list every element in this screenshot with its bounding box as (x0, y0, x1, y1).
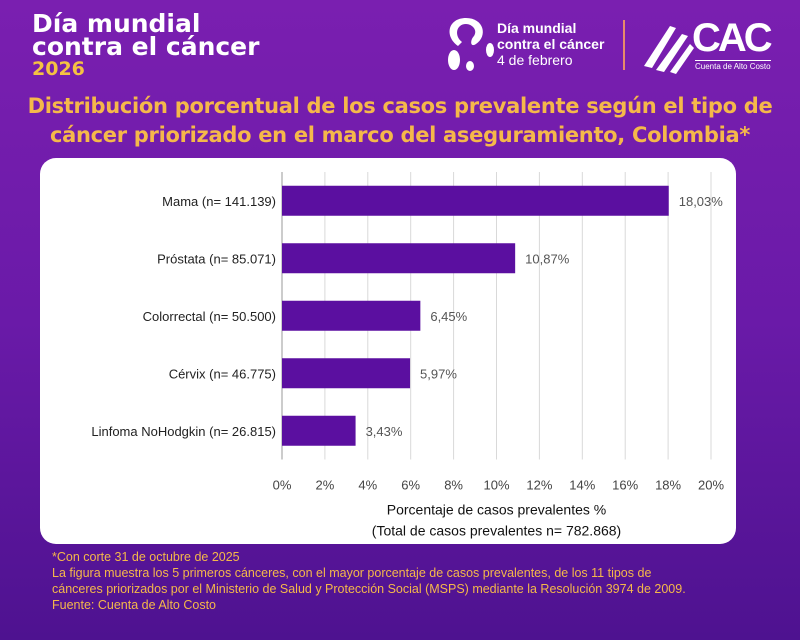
category-label: Próstata (n= 85.071) (157, 251, 276, 266)
campaign-line1: Día mundial (497, 20, 577, 36)
chart-card: 0% 2% 4% 6% 8% 10% 12% 14% 16% 18% 20% Mama (n= 141… (40, 158, 736, 544)
header-divider (623, 20, 625, 70)
category-label: Mama (n= 141.139) (162, 194, 276, 209)
bar (282, 358, 411, 389)
bar (282, 185, 669, 216)
bar-chart: 0% 2% 4% 6% 8% 10% 12% 14% 16% 18% 20% Mama (n= 141… (91, 172, 724, 539)
x-tick-label: 10% (483, 478, 509, 493)
note-source: Fuente: Cuenta de Alto Costo (52, 598, 216, 612)
x-tick-label: 8% (444, 478, 463, 493)
bar (282, 243, 516, 274)
x-tick-label: 4% (358, 478, 377, 493)
x-tick-label: 20% (698, 478, 724, 493)
x-tick-label: 0% (273, 478, 292, 493)
brand-line2: contra el cáncer (32, 32, 260, 61)
x-tick-label: 16% (612, 478, 638, 493)
event-brand: Día mundial contra el cáncer 2026 (32, 9, 260, 81)
x-tick-label: 6% (401, 478, 420, 493)
bar (282, 415, 356, 446)
footnotes: *Con corte 31 de octubre de 2025 La figu… (52, 549, 686, 613)
data-label: 6,45% (430, 309, 467, 324)
note-desc-2: cánceres priorizados por el Ministerio d… (52, 582, 686, 596)
note-cutoff: *Con corte 31 de octubre de 2025 (52, 550, 240, 564)
x-tick-label: 2% (316, 478, 335, 493)
bar (282, 300, 421, 331)
ribbon-logo-icon (448, 18, 494, 71)
cac-swoosh-icon (644, 26, 694, 74)
brand-line1: Día mundial (32, 9, 201, 38)
category-label: Colorrectal (n= 50.500) (143, 309, 276, 324)
data-label: 3,43% (366, 424, 403, 439)
x-axis-subtitle: (Total de casos prevalentes n= 782.868) (372, 523, 621, 539)
brand-year: 2026 (32, 58, 85, 80)
x-tick-label: 14% (569, 478, 595, 493)
note-desc-1: La figura muestra los 5 primeros cáncere… (52, 566, 652, 580)
campaign-date: 4 de febrero (497, 52, 573, 68)
data-label: 10,87% (525, 251, 570, 266)
x-tick-label: 12% (526, 478, 552, 493)
category-label: Linfoma NoHodgkin (n= 26.815) (91, 424, 276, 439)
org-name: Cuenta de Alto Costo (695, 60, 771, 71)
chart-title: Distribución porcentual de los casos pre… (27, 94, 773, 147)
x-tick-label: 18% (655, 478, 681, 493)
campaign-text: Día mundial contra el cáncer 4 de febrer… (497, 20, 604, 68)
data-label: 5,97% (420, 366, 457, 381)
campaign-line2: contra el cáncer (497, 36, 605, 52)
data-label: 18,03% (679, 194, 724, 209)
org-logo: CAC (692, 16, 773, 60)
category-label: Cérvix (n= 46.775) (169, 366, 276, 381)
x-axis-title: Porcentaje de casos prevalentes % (387, 502, 606, 518)
